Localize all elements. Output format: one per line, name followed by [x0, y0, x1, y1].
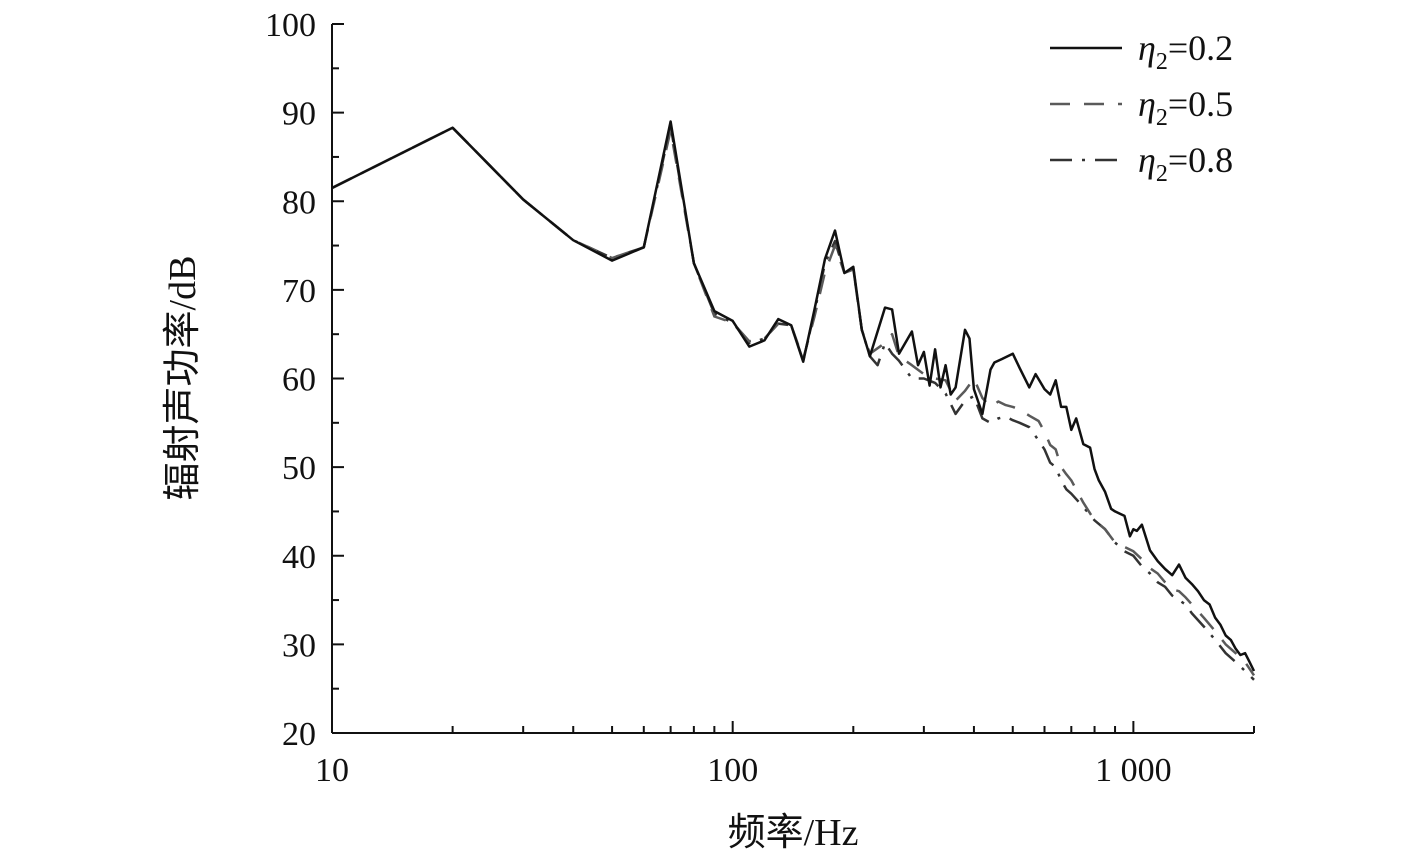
series-line	[331, 120, 1256, 672]
y-tick-label: 90	[282, 96, 316, 133]
y-tick-label: 50	[282, 450, 316, 487]
y-tick-label: 20	[282, 716, 316, 753]
series-line	[331, 124, 1255, 681]
y-tick-label: 40	[282, 539, 316, 576]
series-line	[331, 126, 1256, 677]
y-tick-label: 30	[282, 627, 316, 664]
y-tick-label: 60	[282, 362, 316, 399]
y-axis-title: 辐射声功率/dB	[162, 256, 204, 501]
axes-layer	[331, 24, 1254, 734]
y-tick-label: 70	[282, 273, 316, 310]
legend-entry: η2=0.5	[1138, 84, 1233, 131]
series-layer	[331, 120, 1256, 681]
y-tick-label: 80	[282, 184, 316, 221]
legend-entry: η2=0.2	[1138, 28, 1233, 75]
x-axis-title: 频率/Hz	[728, 812, 859, 854]
ticks-layer: 20 30 40 50 60 70 80 90 100 10 100 1 000	[265, 7, 1255, 789]
legend-entry: η2=0.8	[1138, 140, 1233, 187]
x-tick-label: 100	[707, 752, 758, 789]
x-tick-label: 10	[315, 752, 349, 789]
legend: η2=0.2 η2=0.5 η2=0.8	[1050, 28, 1233, 187]
x-tick-label: 1 000	[1095, 752, 1172, 789]
y-tick-label: 100	[265, 7, 316, 44]
